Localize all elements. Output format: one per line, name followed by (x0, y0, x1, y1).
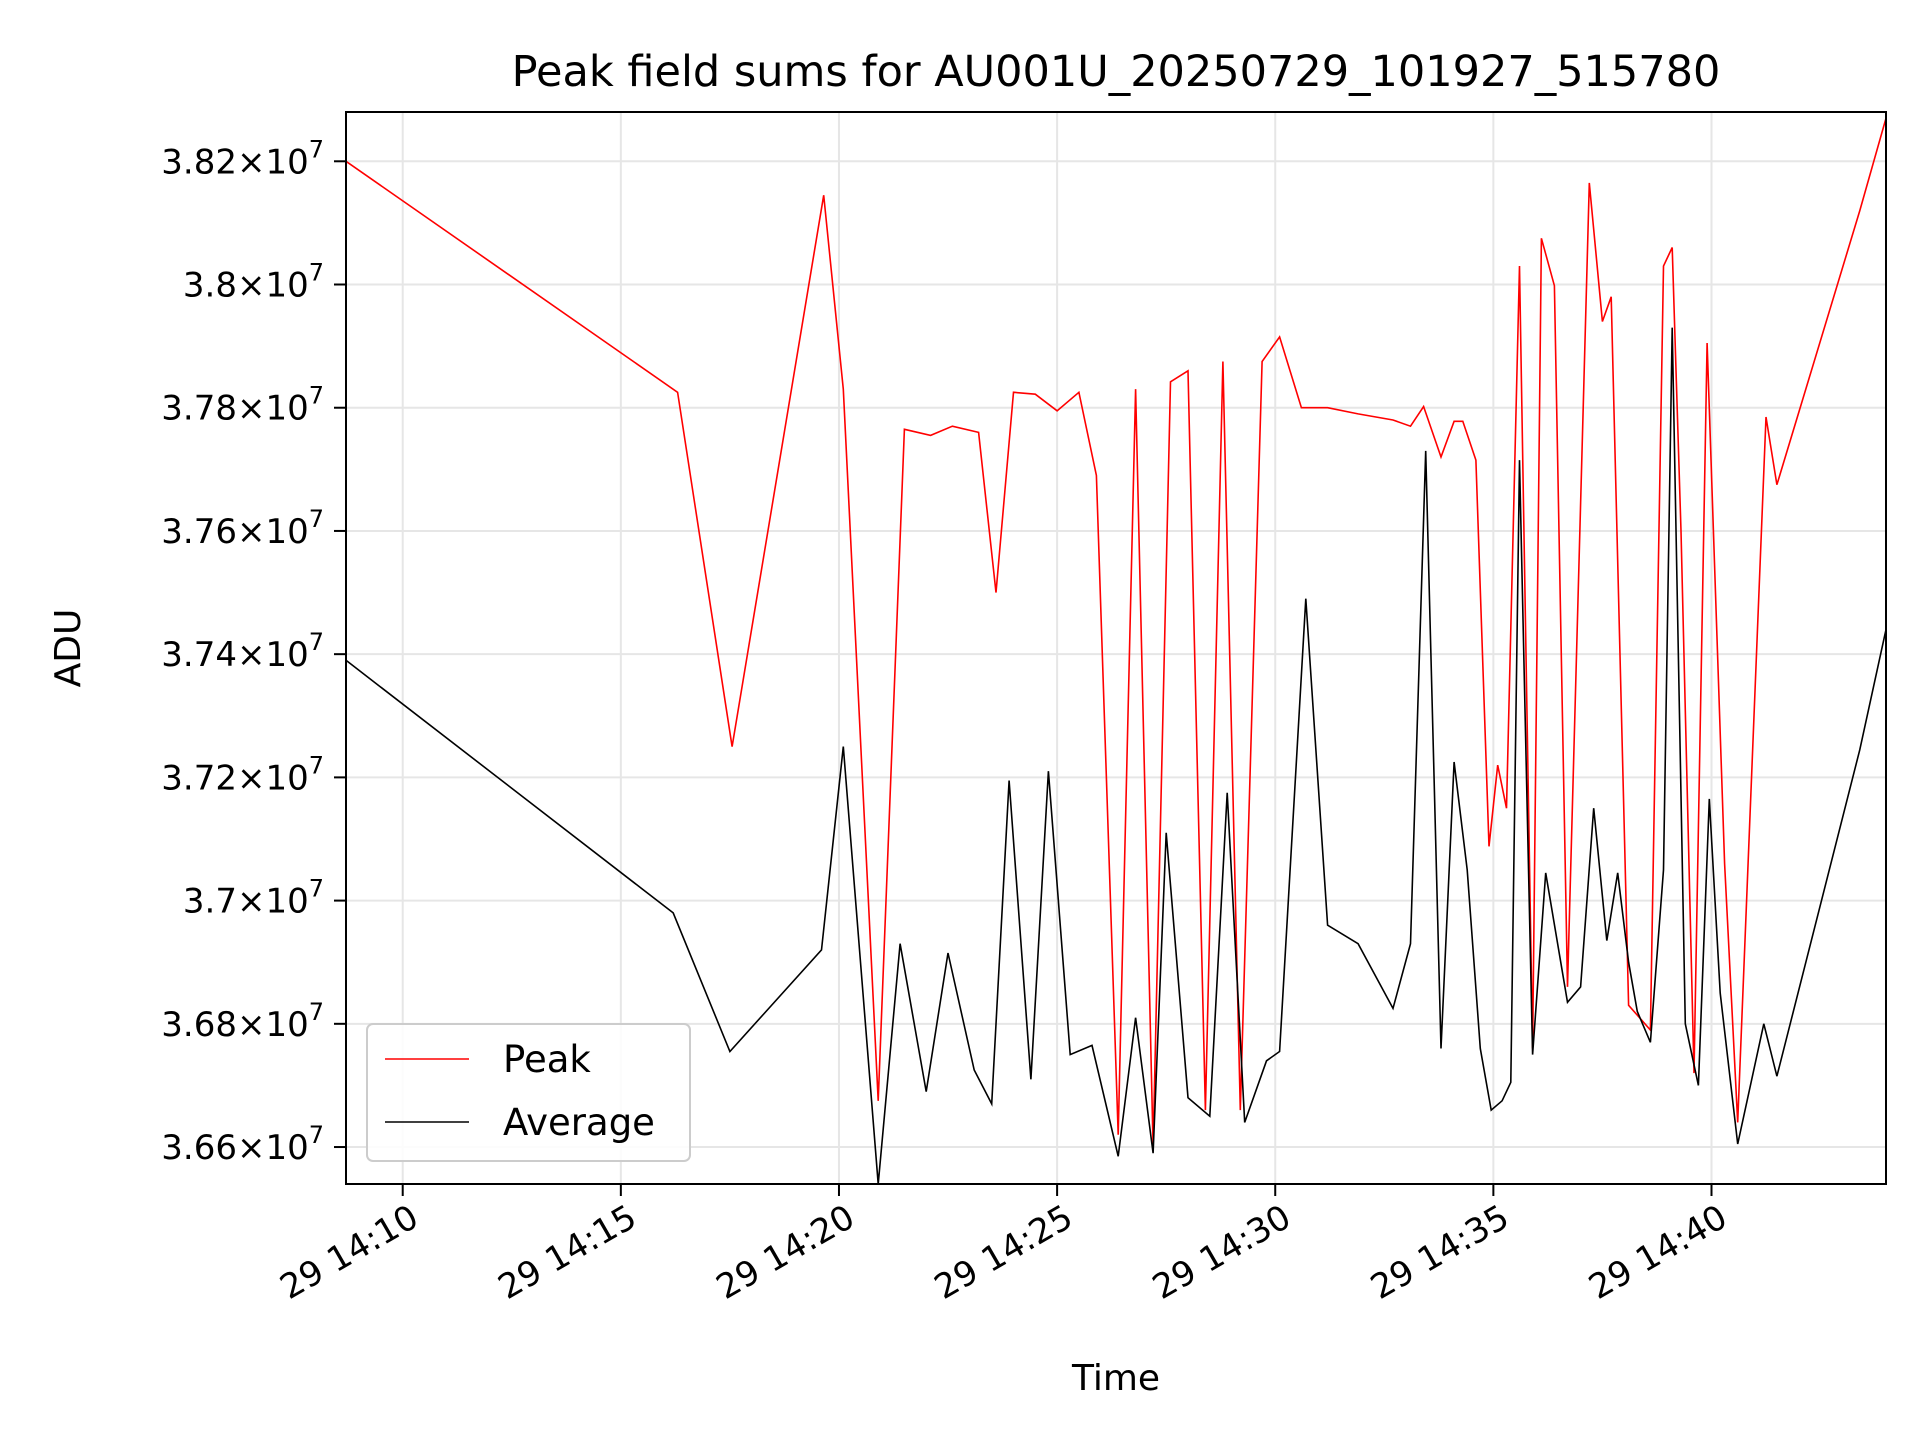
y-tick-exponent: 7 (309, 875, 324, 903)
y-tick-mantissa: 3.7 (183, 882, 237, 922)
y-tick-times: ×10 (237, 266, 309, 306)
y-tick-exponent: 7 (309, 382, 324, 410)
gridlines (346, 112, 1886, 1184)
y-tick-exponent: 7 (309, 505, 324, 533)
y-tick-times: ×10 (237, 142, 309, 182)
x-tick-label: 29 14:15 (492, 1197, 644, 1308)
y-tick-mantissa: 3.68 (161, 1005, 237, 1045)
y-tick-mantissa: 3.8 (183, 266, 237, 306)
y-tick-mantissa: 3.74 (161, 635, 237, 675)
x-axis: 29 14:10 29 14:15 29 14:20 29 14:25 29 14:30… (274, 1184, 1734, 1308)
y-tick-label: 3.8×107 (183, 259, 324, 306)
x-tick-label: 29 14:40 (1582, 1197, 1734, 1308)
x-tick-label: 29 14:10 (274, 1197, 426, 1308)
legend-label: Peak (503, 1038, 591, 1081)
y-tick-mantissa: 3.82 (161, 142, 237, 182)
y-tick-exponent: 7 (309, 259, 324, 287)
y-tick-label: 3.7×107 (183, 875, 324, 922)
series-line-peak (345, 117, 1887, 1148)
y-tick-mantissa: 3.76 (161, 512, 237, 552)
y-tick-exponent: 7 (309, 628, 324, 656)
y-tick-times: ×10 (237, 512, 309, 552)
series-layer (345, 117, 1887, 1185)
y-tick-label: 3.74×107 (161, 628, 324, 675)
y-axis: 3.66×1073.68×1073.7×1073.72×1073.74×1073… (161, 135, 346, 1168)
y-tick-label: 3.66×107 (161, 1121, 324, 1168)
y-tick-label: 3.76×107 (161, 505, 324, 552)
legend: Peak Average (366, 1023, 691, 1162)
y-tick-exponent: 7 (309, 998, 324, 1026)
x-tick-label: 29 14:25 (928, 1197, 1080, 1308)
plot-frame (345, 111, 1887, 1185)
series-line-average (345, 327, 1887, 1185)
y-tick-label: 3.82×107 (161, 135, 324, 182)
y-tick-times: ×10 (237, 758, 309, 798)
y-tick-exponent: 7 (309, 1121, 324, 1149)
y-tick-mantissa: 3.78 (161, 389, 237, 429)
y-tick-times: ×10 (237, 635, 309, 675)
y-tick-times: ×10 (237, 1128, 309, 1168)
y-tick-times: ×10 (237, 882, 309, 922)
y-tick-label: 3.72×107 (161, 751, 324, 798)
y-tick-times: ×10 (237, 1005, 309, 1045)
y-tick-mantissa: 3.72 (161, 758, 237, 798)
x-axis-label: Time (1071, 1358, 1160, 1399)
legend-label: Average (503, 1101, 655, 1144)
y-tick-times: ×10 (237, 389, 309, 429)
x-tick-label: 29 14:30 (1146, 1197, 1298, 1308)
y-tick-mantissa: 3.66 (161, 1128, 237, 1168)
y-tick-exponent: 7 (309, 751, 324, 779)
x-tick-label: 29 14:35 (1364, 1197, 1516, 1308)
y-tick-label: 3.78×107 (161, 382, 324, 429)
y-axis-label: ADU (48, 609, 89, 688)
y-tick-exponent: 7 (309, 135, 324, 163)
chart-title: Peak field sums for AU001U_20250729_1019… (512, 47, 1721, 97)
y-tick-label: 3.68×107 (161, 998, 324, 1045)
x-tick-label: 29 14:20 (710, 1197, 862, 1308)
